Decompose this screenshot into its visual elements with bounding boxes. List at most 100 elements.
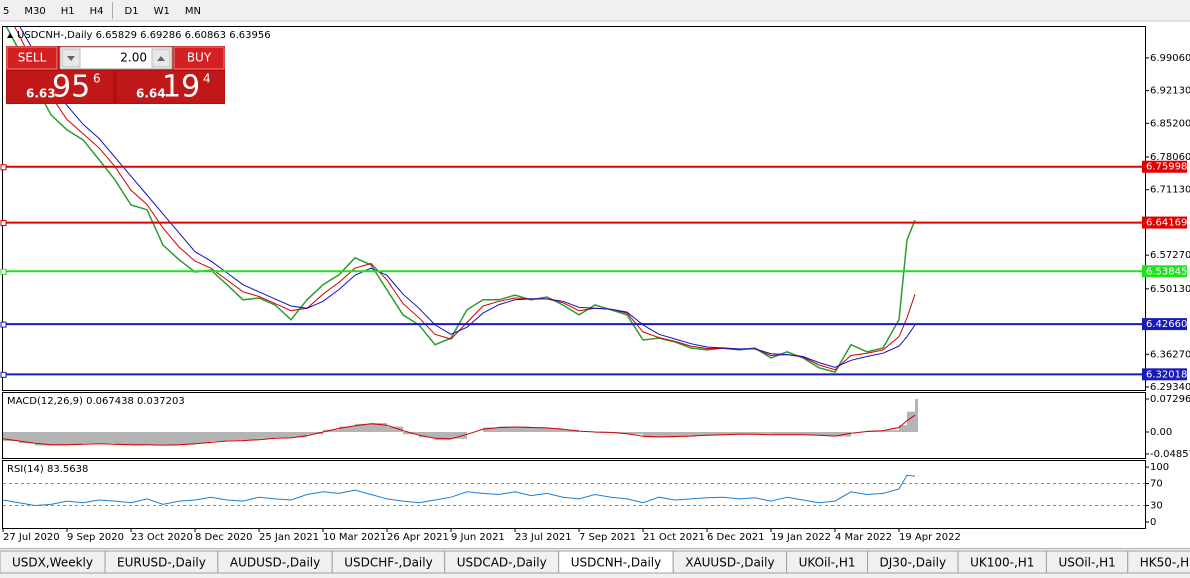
volume-input[interactable] xyxy=(59,46,173,70)
buy-button[interactable] xyxy=(173,46,225,70)
macd-panel xyxy=(2,392,1146,459)
ask-box[interactable] xyxy=(117,71,224,103)
tab-label[interactable]: AUDUSD-,Daily xyxy=(230,556,320,570)
tab-label[interactable]: UKOil-,H1 xyxy=(799,556,856,570)
level-handle[interactable] xyxy=(0,268,7,275)
macd-histogram-bar xyxy=(147,431,163,445)
macd-histogram-bar xyxy=(179,431,195,445)
tab[interactable]: USOil-,H1 xyxy=(1045,550,1129,574)
tab[interactable]: UK100-,H1 xyxy=(957,550,1047,574)
y-tick-label: 6.99060 xyxy=(1150,53,1190,64)
series-line xyxy=(3,414,916,446)
macd-histogram-bar xyxy=(51,431,67,446)
level-label-bg xyxy=(1142,216,1187,229)
macd-histogram-bar xyxy=(323,429,339,432)
x-tick-label: 19 Apr 2022 xyxy=(899,532,961,543)
arrow-up-icon xyxy=(157,56,165,61)
macd-histogram-bar xyxy=(19,431,35,444)
macd-histogram-bar xyxy=(691,431,707,436)
tab[interactable]: DJ30-,Daily xyxy=(867,550,959,574)
timeframe-button[interactable]: M30 xyxy=(24,6,45,17)
tab[interactable]: EURUSD-,Daily xyxy=(104,550,219,574)
macd-histogram-bar xyxy=(99,431,115,444)
macd-histogram-bar xyxy=(547,428,563,432)
volume-value[interactable]: 2.00 xyxy=(120,51,147,65)
bid-prefix: 6.63 xyxy=(26,87,56,101)
level-label-bg xyxy=(1142,265,1187,278)
tab-label[interactable]: EURUSD-,Daily xyxy=(117,556,206,570)
y-tick-label: 0.072963 xyxy=(1150,394,1190,405)
panel-plot xyxy=(5,27,916,373)
macd-histogram-bar xyxy=(563,429,579,432)
macd-histogram-bar xyxy=(739,431,755,435)
tab-label[interactable]: DJ30-,Daily xyxy=(880,556,947,570)
tab[interactable]: USDCNH-,Daily xyxy=(558,550,674,574)
tab[interactable]: XAUUSD-,Daily xyxy=(672,550,788,574)
buy-label[interactable]: BUY xyxy=(187,51,212,65)
macd-histogram-bar xyxy=(387,426,403,432)
macd-histogram-bar xyxy=(771,431,787,435)
macd-histogram-bar xyxy=(883,430,899,432)
macd-histogram-bar xyxy=(499,426,515,432)
macd-histogram-bar xyxy=(627,431,643,435)
level-handle[interactable] xyxy=(0,164,7,171)
macd-histogram-bar xyxy=(899,425,907,432)
sell-button[interactable] xyxy=(6,46,58,70)
timeframe-button[interactable]: 5 xyxy=(3,6,9,17)
macd-histogram-bar xyxy=(211,431,227,442)
timeframe-button[interactable]: H1 xyxy=(61,6,75,17)
timeframe-button[interactable]: MN xyxy=(185,6,201,17)
tab[interactable]: AUDUSD-,Daily xyxy=(217,550,333,574)
macd-histogram-bar xyxy=(803,431,819,435)
tab-label[interactable]: HK50-,H1 xyxy=(1140,556,1190,570)
sell-label[interactable]: SELL xyxy=(18,51,47,65)
y-tick-label: 100 xyxy=(1150,462,1169,473)
tab-label[interactable]: XAUUSD-,Daily xyxy=(685,556,774,570)
macd-histogram-bar xyxy=(131,431,147,446)
y-tick-label: 6.57270 xyxy=(1150,250,1190,261)
bid-box[interactable] xyxy=(7,71,113,103)
macd-histogram-bar xyxy=(723,431,739,435)
macd-histogram-bar xyxy=(451,431,467,439)
tab[interactable]: USDCHF-,Daily xyxy=(331,550,446,574)
tab-label[interactable]: USDCAD-,Daily xyxy=(457,556,547,570)
y-tick-label: 0.00 xyxy=(1150,427,1172,438)
level-handle[interactable] xyxy=(0,321,7,328)
macd-histogram-bar xyxy=(35,431,51,446)
y-tick-label: 6.29340 xyxy=(1150,382,1190,393)
timeframe-button[interactable]: W1 xyxy=(154,6,170,17)
macd-histogram-bar xyxy=(915,399,918,432)
tab-label[interactable]: USDCHF-,Daily xyxy=(344,556,432,570)
macd-histogram-bar xyxy=(291,431,307,438)
level-label: 6.64169 xyxy=(1146,218,1187,229)
macd-histogram-bar xyxy=(195,431,211,444)
macd-histogram-bar xyxy=(435,431,451,441)
tab[interactable]: HK50-,H1 xyxy=(1127,550,1190,574)
tab[interactable]: USDCAD-,Daily xyxy=(444,550,560,574)
tab-bg[interactable] xyxy=(1127,550,1190,574)
macd-histogram-bar xyxy=(643,431,659,438)
macd-histogram-bar xyxy=(659,431,675,438)
tab-label[interactable]: UK100-,H1 xyxy=(970,556,1034,570)
macd-histogram-bar xyxy=(275,431,291,438)
tab-label[interactable]: USDCNH-,Daily xyxy=(571,556,662,570)
level-handle[interactable] xyxy=(0,220,7,227)
collapse-icon[interactable] xyxy=(7,33,13,38)
timeframe-button[interactable]: H4 xyxy=(90,6,104,17)
macd-histogram-bar xyxy=(707,431,723,436)
level-label: 6.53845 xyxy=(1146,266,1187,277)
series-line xyxy=(19,27,916,368)
tab-label[interactable]: USOil-,H1 xyxy=(1058,556,1115,570)
tab[interactable]: USDX,Weekly xyxy=(0,550,106,574)
tab[interactable]: UKOil-,H1 xyxy=(786,550,869,574)
x-tick-label: 4 Mar 2022 xyxy=(835,532,892,543)
x-tick-label: 26 Apr 2021 xyxy=(387,532,449,543)
series-line xyxy=(3,474,916,507)
macd-histogram-bar xyxy=(675,431,691,437)
timeframe-button[interactable]: D1 xyxy=(125,6,139,17)
one-click-trading: SELL 2.00 BUY 6.63 95 6 6.64 19 4 xyxy=(6,46,225,105)
level-handle[interactable] xyxy=(0,371,7,378)
panel-title: USDCNH-,Daily 6.65829 6.69286 6.60863 6.… xyxy=(17,30,271,41)
x-tick-label: 25 Jan 2021 xyxy=(259,532,319,543)
tab-label[interactable]: USDX,Weekly xyxy=(12,556,93,570)
